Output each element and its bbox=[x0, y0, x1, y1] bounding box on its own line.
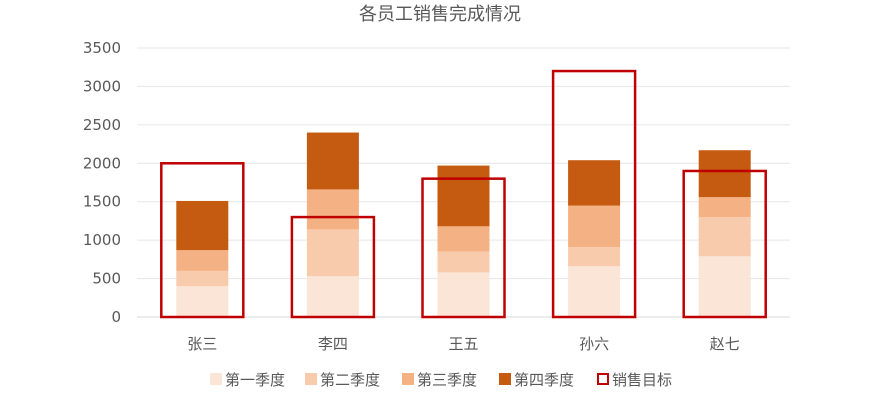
bar-segment bbox=[176, 200, 229, 251]
y-tick-label: 3500 bbox=[83, 39, 121, 57]
y-tick-label: 0 bbox=[111, 308, 121, 326]
bar-segment bbox=[698, 256, 751, 317]
bar-segment bbox=[437, 272, 490, 317]
legend-label: 销售目标 bbox=[612, 371, 672, 389]
legend-label: 第一季度 bbox=[225, 371, 285, 389]
legend-swatch bbox=[499, 373, 511, 385]
x-axis: 张三 李四 王五 孙六 赵七 bbox=[187, 335, 739, 353]
legend: 第一季度 第二季度 第三季度 第四季度 销售目标 bbox=[210, 371, 672, 389]
x-tick-label: 赵七 bbox=[710, 335, 740, 353]
bar-segment bbox=[568, 247, 621, 267]
target-boxes bbox=[160, 69, 767, 319]
y-tick-label: 3000 bbox=[83, 77, 121, 95]
x-tick-label: 孙六 bbox=[579, 335, 609, 353]
y-tick-label: 2500 bbox=[83, 116, 121, 134]
target-box bbox=[290, 215, 376, 319]
x-tick-label: 王五 bbox=[448, 335, 478, 353]
target-box bbox=[551, 69, 637, 319]
y-tick-label: 1500 bbox=[83, 193, 121, 211]
bar-segment bbox=[176, 250, 229, 271]
legend-swatch bbox=[402, 373, 414, 385]
y-tick-label: 2000 bbox=[83, 154, 121, 172]
bar-segment bbox=[568, 160, 621, 206]
x-tick-label: 张三 bbox=[187, 335, 217, 353]
bar-segment bbox=[568, 266, 621, 317]
bar-segment bbox=[176, 286, 229, 317]
bar-segment bbox=[437, 251, 490, 273]
bar-segment bbox=[698, 217, 751, 257]
legend-swatch bbox=[597, 373, 609, 385]
chart-title: 各员工销售完成情况 bbox=[359, 4, 521, 25]
legend-label: 第三季度 bbox=[417, 371, 477, 389]
legend-swatch bbox=[305, 373, 317, 385]
y-tick-label: 500 bbox=[92, 270, 121, 288]
bar-segment bbox=[698, 150, 751, 198]
legend-label: 第二季度 bbox=[320, 371, 380, 389]
legend-swatch bbox=[210, 373, 222, 385]
target-box bbox=[682, 169, 767, 319]
y-axis: 0 500 1000 1500 2000 2500 3000 3500 bbox=[83, 39, 121, 326]
stacked-bars bbox=[176, 132, 751, 317]
legend-label: 第四季度 bbox=[514, 371, 574, 389]
bar-segment bbox=[306, 229, 359, 277]
target-box bbox=[160, 162, 245, 319]
y-tick-label: 1000 bbox=[83, 231, 121, 249]
bar-segment bbox=[306, 132, 359, 190]
bar-segment bbox=[306, 189, 359, 230]
bar-segment bbox=[306, 276, 359, 317]
target-box bbox=[421, 177, 506, 319]
bar-segment bbox=[176, 270, 229, 287]
bar-segment bbox=[568, 205, 621, 248]
bar-segment bbox=[437, 165, 490, 227]
bar-segment bbox=[698, 197, 751, 218]
bar-segment bbox=[437, 226, 490, 252]
x-tick-label: 李四 bbox=[318, 335, 348, 353]
